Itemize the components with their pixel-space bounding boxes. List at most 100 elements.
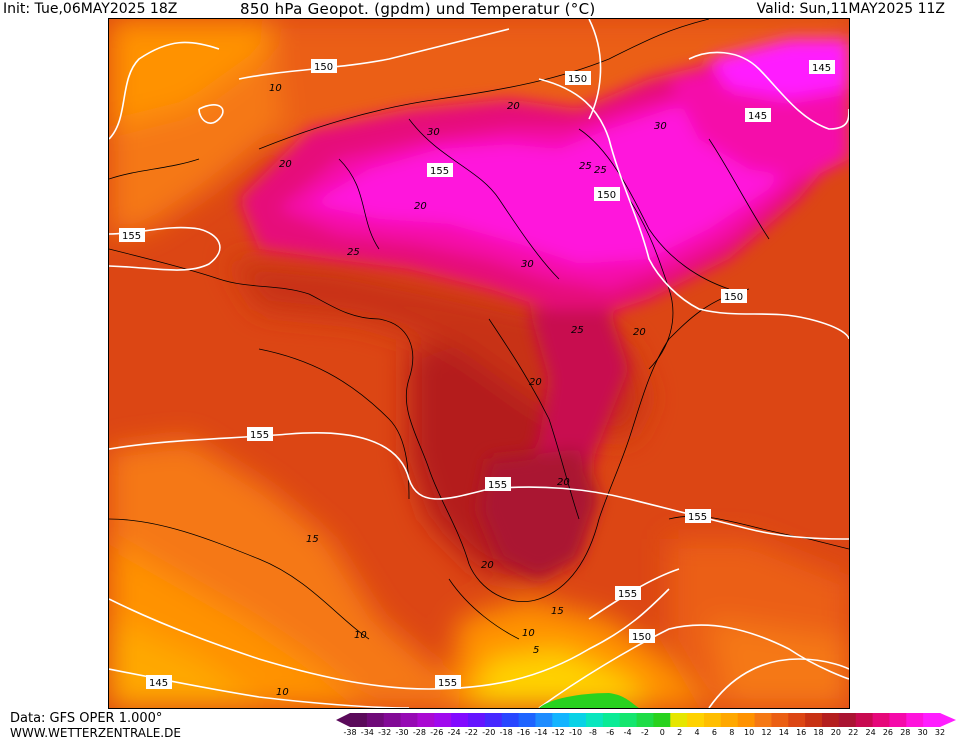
scale-swatch xyxy=(350,713,368,727)
scale-tick-label: 32 xyxy=(934,728,946,737)
geopot-label: 155 xyxy=(430,166,449,177)
geopot-label: 145 xyxy=(149,678,168,689)
scale-swatch xyxy=(619,713,638,727)
temperature-label: 10 xyxy=(269,83,282,94)
geopot-label: 150 xyxy=(597,190,616,201)
scale-tick-label: 2 xyxy=(677,728,683,737)
scale-tick-label: -8 xyxy=(588,728,597,737)
temperature-label: 25 xyxy=(594,165,607,176)
scale-tick-label: 20 xyxy=(830,728,841,737)
scale-swatch xyxy=(923,713,941,727)
scale-swatch xyxy=(838,713,857,727)
scale-swatch xyxy=(586,713,604,727)
scale-tick-label: -12 xyxy=(551,728,565,737)
scale-tick-label: -28 xyxy=(412,728,426,737)
scale-swatch xyxy=(653,713,671,727)
scale-swatch xyxy=(417,713,435,727)
scale-swatch xyxy=(535,713,553,727)
scale-swatch xyxy=(468,713,486,727)
geopot-label: 150 xyxy=(314,62,333,73)
scale-swatch xyxy=(501,713,520,727)
scale-swatch xyxy=(400,713,418,727)
color-scale-labels: -38 -34 -32 -30 -28 -26 -24 -22 -20 -18 -16 -14 -12-… xyxy=(336,728,958,740)
scale-swatch xyxy=(518,713,536,727)
geopot-label: 150 xyxy=(632,632,651,643)
scale-swatch xyxy=(805,713,823,727)
temperature-label: 20 xyxy=(557,477,570,488)
geopot-label: 150 xyxy=(568,74,587,85)
weather-map: 150 150 145 145 155 150 155 150 155 155 … xyxy=(108,18,850,709)
scale-tick-label: 6 xyxy=(711,728,717,737)
scale-tick-label: -30 xyxy=(395,728,409,737)
scale-swatch xyxy=(484,713,503,727)
scale-swatch xyxy=(687,713,705,727)
geopot-label: 155 xyxy=(688,512,707,523)
temperature-label: 30 xyxy=(427,127,440,138)
geopot-label: 145 xyxy=(748,111,767,122)
temperature-label: 5 xyxy=(533,645,539,656)
valid-time: Valid: Sun,11MAY2025 11Z xyxy=(756,1,945,17)
geopot-label: 155 xyxy=(438,678,457,689)
scale-swatch xyxy=(552,713,570,727)
scale-tick-label: -34 xyxy=(360,728,374,737)
scale-tick-label: 4 xyxy=(694,728,700,737)
scale-tick-label: 18 xyxy=(813,728,824,737)
init-time: Init: Tue,06MAY2025 18Z xyxy=(3,1,178,17)
scale-tick-label: 14 xyxy=(778,728,789,737)
scale-tick-label: -38 xyxy=(343,728,357,737)
temperature-label: 20 xyxy=(507,101,520,112)
temperature-label: 20 xyxy=(414,201,427,212)
scale-swatch xyxy=(754,713,772,727)
scale-swatch xyxy=(704,713,722,727)
temperature-label: 10 xyxy=(276,687,289,698)
scale-swatch xyxy=(771,713,789,727)
scale-tick-label: -10 xyxy=(569,728,583,737)
scale-tick-label: -32 xyxy=(378,728,392,737)
temperature-label: 25 xyxy=(579,161,592,172)
scale-swatch xyxy=(720,713,739,727)
scale-tick-label: -22 xyxy=(464,728,479,737)
scale-swatch xyxy=(889,713,907,727)
scale-tick-label: 24 xyxy=(865,728,876,737)
scale-tick-label: -18 xyxy=(499,728,513,737)
scale-swatch xyxy=(872,713,890,727)
scale-tick-label: 0 xyxy=(659,728,665,737)
scale-swatch xyxy=(602,713,621,727)
temperature-label: 10 xyxy=(354,630,367,641)
temperature-label: 10 xyxy=(522,628,535,639)
temperature-label: 20 xyxy=(481,560,494,571)
scale-tick-label: -2 xyxy=(641,728,649,737)
temperature-label: 20 xyxy=(529,377,542,388)
temperature-label: 25 xyxy=(571,325,584,336)
data-source: Data: GFS OPER 1.000° xyxy=(10,711,163,726)
scale-tick-label: -26 xyxy=(430,728,444,737)
scale-swatch xyxy=(822,713,840,727)
scale-swatch xyxy=(855,713,874,727)
scale-tick-label: -4 xyxy=(623,728,632,737)
temperature-label: 15 xyxy=(306,534,319,545)
scale-tick-label: 8 xyxy=(729,728,735,737)
scale-swatch xyxy=(906,713,924,727)
temperature-label: 25 xyxy=(347,247,360,258)
scale-swatch xyxy=(636,713,654,727)
scale-tick-label: 26 xyxy=(882,728,894,737)
geopot-label: 145 xyxy=(812,63,831,74)
scale-swatch xyxy=(383,713,402,727)
color-scale-bar xyxy=(336,713,956,727)
scale-tick-label: -16 xyxy=(516,728,531,737)
site-url: WWW.WETTERZENTRALE.DE xyxy=(10,726,181,740)
scale-swatch xyxy=(788,713,806,727)
scale-tick-label: 10 xyxy=(744,728,755,737)
scale-swatch xyxy=(670,713,688,727)
scale-arrow-right xyxy=(940,713,956,727)
scale-swatch xyxy=(569,713,587,727)
scale-tick-label: -24 xyxy=(447,728,461,737)
chart-title: 850 hPa Geopot. (gpdm) und Temperatur (°… xyxy=(240,0,596,18)
temperature-label: 30 xyxy=(654,121,667,132)
scale-tick-label: 22 xyxy=(848,728,859,737)
geopot-label: 155 xyxy=(618,589,637,600)
scale-swatch xyxy=(737,713,756,727)
scale-arrow-left xyxy=(336,713,350,727)
geopot-label: 155 xyxy=(488,480,507,491)
temperature-label: 15 xyxy=(551,606,564,617)
